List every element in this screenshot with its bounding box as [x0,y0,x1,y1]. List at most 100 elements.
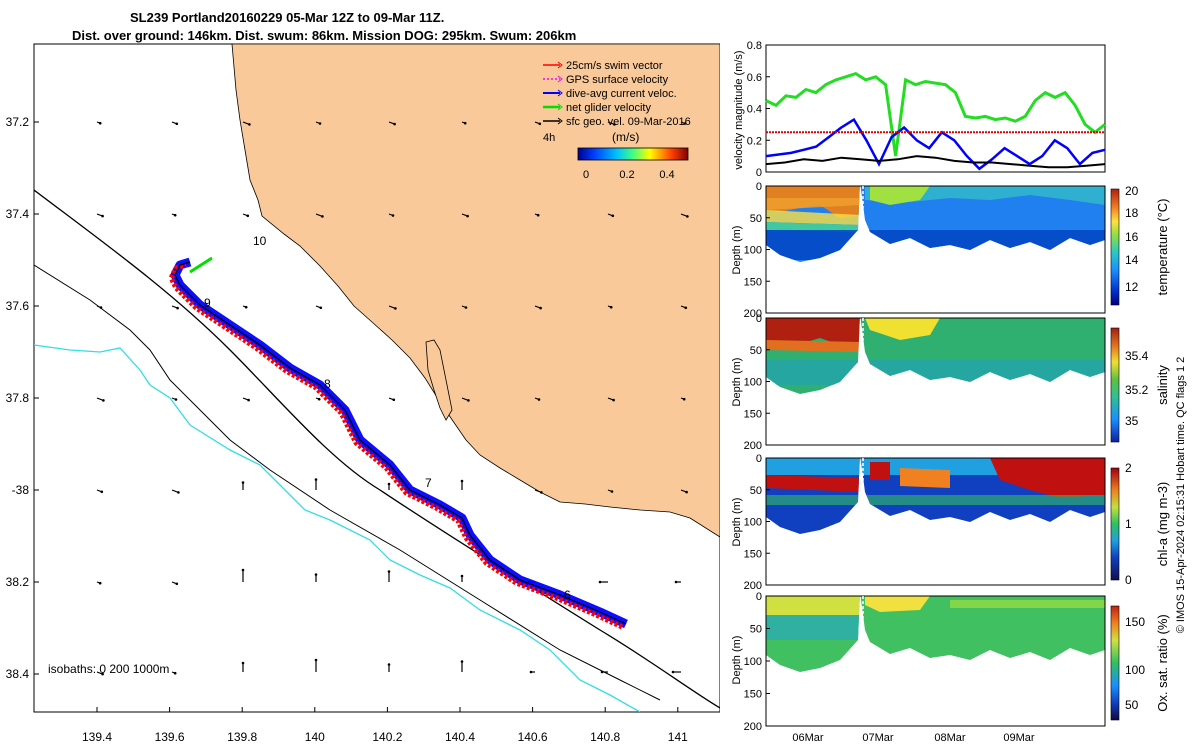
velocity-y-ticks: 0 0.2 0.4 0.6 0.8 [747,40,770,179]
glider-track [168,256,628,630]
colorbar-tick-label: 1 [1125,517,1132,531]
geo-velocity-arrowhead [611,214,615,218]
depth-label-oxygen: Depth (m) [731,636,743,685]
geo-velocity-arrowhead [467,399,470,402]
oxygen-label: Ox. sat. ratio (%) [1155,614,1170,712]
geo-velocity-arrowhead [177,491,180,494]
geo-velocity-arrowhead [529,670,533,674]
legend-net: net glider velocity [566,102,651,114]
geo-velocity-arrowhead [387,663,391,666]
map-x-tick-label: 139.8 [227,730,257,744]
geo-velocity-arrowhead [241,481,245,484]
depth-tick-label: 200 [744,580,762,592]
depth-tick-label: 150 [744,276,762,288]
geo-velocity-arrowhead [101,214,104,218]
legend-current: dive-avg current veloc. [566,88,677,100]
oxygen-section [766,596,1105,672]
depth-tick-label: 200 [744,308,762,320]
map-y-tick-label: -38 [12,483,30,497]
colorbar-tick-2: 0.4 [659,169,674,181]
depth-tick-label: 0 [756,591,762,603]
depth-tick-label: 150 [744,689,762,701]
geo-velocity-arrowhead [674,580,678,584]
figure-subtitle: Dist. over ground: 146km. Dist. swum: 86… [72,28,577,43]
map-y-ticks: 37.2 37.4 37.6 37.8 -38 38.2 38.4 [6,115,39,681]
geo-velocity-arrowhead [244,305,248,309]
credit-footer: © IMOS 15-Apr-2024 02:15:31 Hobart time.… [1175,357,1187,634]
geo-velocity-arrowhead [175,122,179,126]
map-y-tick-label: 37.2 [6,115,30,129]
geo-velocity-arrowhead [463,121,467,125]
depth-tick-label: 50 [750,345,762,357]
map-x-tick-label: 140.6 [518,730,548,744]
time-tick-label: 08Mar [934,732,966,744]
velocity-tick-label: 0.2 [747,135,762,147]
geo-velocity-arrowhead [392,398,396,402]
map-legend: 25cm/s swim vector GPS surface velocity … [543,60,691,181]
geo-velocity-arrowhead [612,398,615,402]
geo-velocity-arrowhead [387,482,391,486]
depth-tick-label: 150 [744,548,762,560]
velocity-tick-label: 0 [756,167,762,179]
geo-velocity-arrowhead [247,398,250,402]
geo-velocity-arrowhead [241,568,245,572]
map-x-tick-label: 140.4 [445,730,475,744]
depth-tick-label: 0 [756,181,762,193]
colorbar-tick-label: 2 [1125,461,1132,475]
time-tick-label: 07Mar [862,732,894,744]
depth-tick-label: 100 [744,245,762,257]
geo-velocity-arrowhead [683,122,687,125]
colorbar-tick-0: 0 [583,169,589,181]
geo-velocity-arrowhead [176,306,179,310]
depth-tick-label: 200 [744,721,762,733]
geo-velocity-arrowhead [314,478,318,481]
velocity-tick-label: 0.6 [747,72,762,84]
geo-velocity-arrowhead [387,570,391,573]
geostrophic-velocity-arrows [96,121,689,676]
colorbar-tick-label: 35.4 [1125,349,1149,363]
map-y-tick-label: 37.6 [6,299,30,313]
salinity-section [766,318,1105,394]
geo-velocity-arrowhead [540,491,543,494]
land-mass [231,44,720,538]
depth-tick-label: 100 [744,656,762,668]
isobath-200 [34,189,720,709]
geo-velocity-arrowhead [248,123,251,126]
velocity-ylabel: velocity magnitude (m/s) [733,50,745,169]
colorbar-tick-label: 18 [1125,206,1139,220]
map-x-tick-label: 140 [305,730,325,744]
geo-velocity-arrowhead [460,660,464,663]
map-y-tick-label: 37.4 [6,207,30,221]
geo-velocity-arrowhead [613,123,616,126]
velocity-tick-label: 0.8 [747,40,762,52]
legend-gps: GPS surface velocity [566,74,669,86]
geo-velocity-arrowhead [393,122,396,126]
chla-label: chl-a (mg m-3) [1155,482,1170,567]
depth-tick-label: 200 [744,440,762,452]
geo-velocity-arrowhead [391,214,395,217]
colorbar-tick-label: 14 [1125,253,1139,267]
figure-title: SL239 Portland20160229 05-Mar 12Z to 09-… [130,10,445,25]
velocity-tick-label: 0.4 [747,104,762,116]
geo-velocity-arrowhead [173,213,177,217]
colorbar-tick-label: 12 [1125,280,1139,294]
geo-velocity-arrowhead [174,398,178,401]
map-x-tick-label: 140.8 [590,730,620,744]
depth-label-temperature: Depth (m) [731,226,743,275]
temperature-colorbar [1110,188,1120,306]
depth-tick-label: 0 [756,453,762,465]
map-x-tick-label: 139.4 [82,730,112,744]
colorbar-tick-label: 35.2 [1125,383,1149,397]
colorbar-tick-label: 50 [1125,698,1139,712]
colorbar-tick-label: 0 [1125,573,1132,587]
time-series-panels: 0 0.2 0.4 0.6 0.8 velocity magnitude (m/s) [731,40,1187,744]
isobath-note: isobaths: 0 200 1000m [48,662,169,676]
net-velocity-arrow [189,256,213,274]
temperature-section [766,186,1105,262]
depth-tick-label: 150 [744,408,762,420]
isobath-1000 [34,344,641,712]
depth-tick-label: 50 [750,485,762,497]
geo-velocity-arrowhead [175,582,179,586]
depth-tick-label: 50 [750,213,762,225]
depth-tick-label: 100 [744,377,762,389]
